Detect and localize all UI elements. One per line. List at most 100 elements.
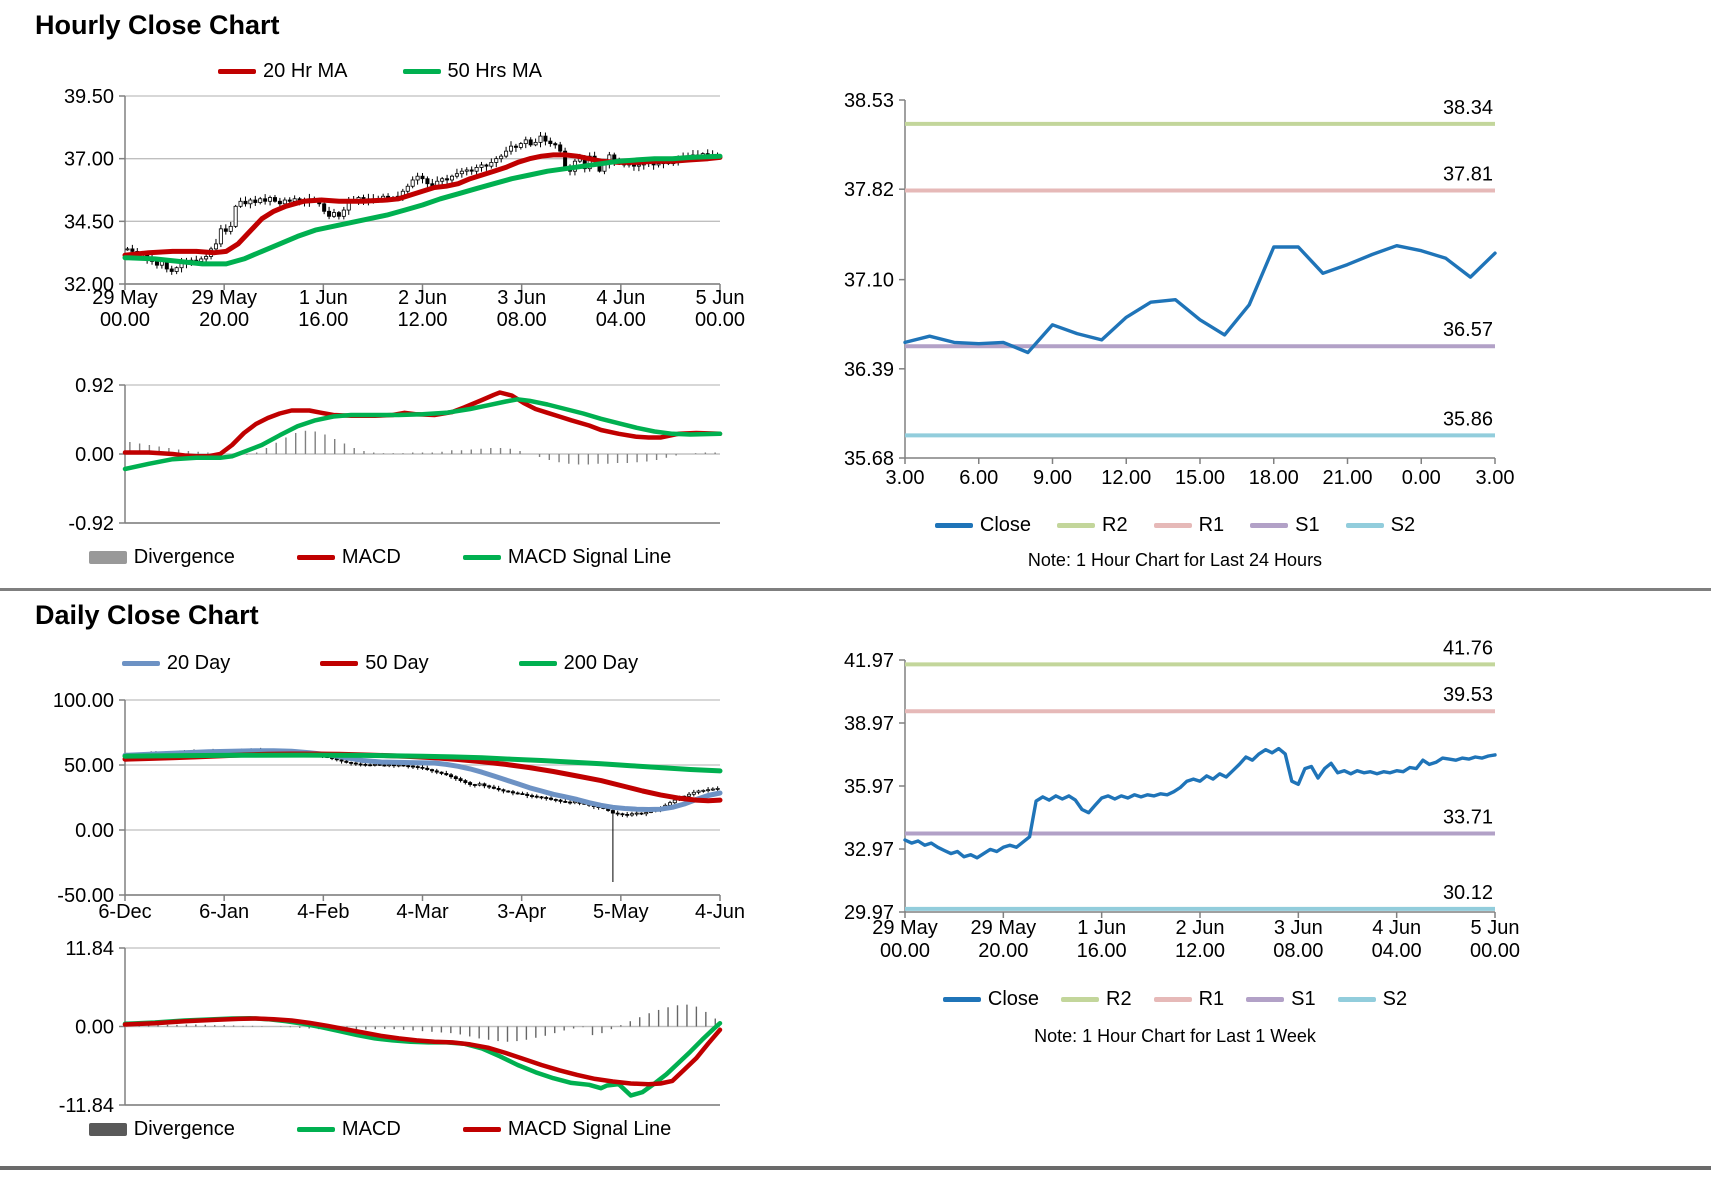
svg-text:00.00: 00.00 [1470,940,1520,962]
svg-text:50.00: 50.00 [64,755,114,777]
svg-text:1 Jun: 1 Jun [1077,917,1126,939]
svg-text:12.00: 12.00 [1101,467,1151,489]
legend-label: R1 [1198,514,1225,536]
legend-line-swatch [296,1127,335,1132]
legend-item-50-day: 50 Day [320,652,429,675]
svg-text:15.00: 15.00 [1175,467,1225,489]
legend-item-s2: S2 [1345,514,1415,537]
svg-text:30.12: 30.12 [1443,882,1493,904]
legend-label: Divergence [133,546,235,568]
hourly-macd-legend: Divergence MACD MACD Signal Line [30,546,730,569]
legend-line-swatch [218,69,257,74]
legend-line-swatch [462,1127,501,1132]
weekly-pivot-legend: Close R2 R1 S1 S2 [845,988,1505,1011]
hourly-pivot-legend: Close R2 R1 S1 S2 [845,514,1505,537]
svg-text:21.00: 21.00 [1322,467,1372,489]
legend-label: Close [987,988,1040,1010]
legend-line-swatch [1250,523,1289,528]
svg-text:4-Feb: 4-Feb [297,901,349,923]
svg-text:4 Jun: 4 Jun [1372,917,1421,939]
svg-text:2 Jun: 2 Jun [1176,917,1225,939]
svg-text:41.97: 41.97 [844,650,894,672]
svg-text:6-Jan: 6-Jan [199,901,249,923]
svg-text:36.39: 36.39 [844,359,894,381]
legend-label: 20 Hr MA [263,60,348,82]
svg-text:5-May: 5-May [593,901,649,923]
weekly-pivot-note: Note: 1 Hour Chart for Last 1 Week [1034,1026,1316,1046]
legend-item-50-hrs-ma: 50 Hrs MA [402,60,542,83]
legend-item-macd-signal-line: MACD Signal Line [462,1118,672,1141]
bottom-divider [0,1166,1711,1170]
daily-price-chart: 100.00 50.00 0.00 -50.006-Dec 6-Jan 4-Feb 4-Ma… [53,690,745,923]
legend-item-divergence: Divergence [88,546,235,569]
svg-text:4-Mar: 4-Mar [396,901,449,923]
legend-line-swatch [942,997,981,1002]
legend-item-20-hr-ma: 20 Hr MA [218,60,348,83]
legend-label: S1 [1295,514,1320,536]
legend-label: MACD [341,546,401,568]
legend-label: MACD Signal Line [507,1118,672,1140]
svg-text:3-Apr: 3-Apr [497,901,546,923]
svg-text:29.97: 29.97 [844,902,894,924]
svg-text:5 Jun: 5 Jun [1471,917,1520,939]
svg-text:32.97: 32.97 [844,839,894,861]
svg-text:29 May: 29 May [872,917,938,939]
svg-text:0.00: 0.00 [75,820,114,842]
svg-text:33.71: 33.71 [1443,806,1493,828]
svg-text:00.00: 00.00 [100,309,150,331]
legend-item-macd: MACD [296,546,401,569]
legend-item-20-day: 20 Day [121,652,230,675]
svg-text:2 Jun: 2 Jun [398,287,447,309]
legend-line-swatch [518,661,557,666]
svg-text:37.81: 37.81 [1443,163,1493,185]
svg-text:18.00: 18.00 [1249,467,1299,489]
legend-item-s1: S1 [1246,988,1316,1011]
svg-text:6-Dec: 6-Dec [98,901,151,923]
legend-item-r2: R2 [1057,514,1128,537]
svg-text:12.00: 12.00 [1175,940,1225,962]
hourly-section-title: Hourly Close Chart [35,10,280,40]
svg-text:5 Jun: 5 Jun [696,287,745,309]
legend-item-close: Close [934,514,1031,537]
legend-item-s2: S2 [1337,988,1407,1011]
legend-label: MACD [341,1118,401,1140]
daily-price-legend: 20 Day 50 Day 200 Day [30,652,730,675]
svg-text:0.00: 0.00 [75,444,114,466]
svg-text:00.00: 00.00 [695,309,745,331]
legend-label: 50 Day [365,652,429,674]
svg-text:38.97: 38.97 [844,713,894,735]
legend-item-r1: R1 [1153,988,1225,1011]
legend-box-swatch [88,551,127,564]
svg-text:38.34: 38.34 [1443,97,1493,119]
svg-text:100.00: 100.00 [53,690,114,712]
svg-text:0.00: 0.00 [75,1017,114,1039]
svg-text:0.92: 0.92 [75,375,114,397]
hourly-price-legend: 20 Hr MA 50 Hrs MA [30,60,730,83]
svg-text:3.00: 3.00 [886,467,925,489]
svg-text:41.76: 41.76 [1443,637,1493,659]
svg-text:29 May: 29 May [92,287,158,309]
section-divider [0,588,1711,591]
hourly-pivot-note: Note: 1 Hour Chart for Last 24 Hours [1027,550,1323,570]
svg-text:4 Jun: 4 Jun [596,287,645,309]
legend-line-swatch [934,523,973,528]
legend-line-swatch [1337,997,1376,1002]
legend-label: R1 [1198,988,1225,1010]
svg-text:20.00: 20.00 [199,309,249,331]
svg-text:4-Jun: 4-Jun [695,901,745,923]
legend-item-r2: R2 [1061,988,1132,1011]
legend-item-r1: R1 [1153,514,1225,537]
legend-label: MACD Signal Line [507,546,672,568]
daily-section-title: Daily Close Chart [35,600,259,630]
svg-text:04.00: 04.00 [1372,940,1422,962]
svg-text:3 Jun: 3 Jun [497,287,546,309]
svg-text:1 Jun: 1 Jun [299,287,348,309]
legend-item-close: Close [942,988,1040,1011]
svg-text:3.00: 3.00 [1476,467,1515,489]
legend-line-swatch [296,555,335,560]
legend-item-macd-signal-line: MACD Signal Line [462,546,672,569]
legend-box-swatch [88,1123,127,1136]
